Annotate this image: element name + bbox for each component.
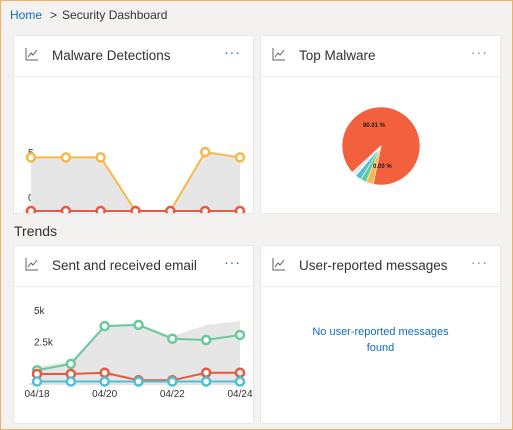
data-point <box>130 205 141 213</box>
breadcrumb-current: Security Dashboard <box>62 8 168 22</box>
card-header: Sent and received email ··· <box>14 246 253 287</box>
data-point <box>95 205 106 213</box>
malware-detections-card: Malware Detections ··· 5004/1804/2004/22… <box>14 36 253 213</box>
breadcrumb-home-link[interactable]: Home <box>10 8 43 22</box>
breadcrumb: Home > Security Dashboard <box>10 8 167 22</box>
data-point <box>99 320 110 332</box>
pie-data-label: 0.00 % <box>373 164 392 170</box>
card-header: User-reported messages ··· <box>261 246 500 287</box>
data-point <box>25 205 37 213</box>
sent-received-email-card: Sent and received email ··· 5k2.5k0k04/1… <box>14 246 253 423</box>
data-point <box>200 334 212 346</box>
x-tick-label: 04/18 <box>24 389 49 400</box>
breadcrumb-separator: > <box>50 8 58 22</box>
empty-state-message: No user-reported messages found <box>261 324 500 356</box>
data-point <box>200 367 212 378</box>
empty-state-line: No user-reported messages <box>312 326 449 338</box>
data-point <box>65 358 77 370</box>
data-point <box>65 376 77 387</box>
pie-slice <box>351 145 382 177</box>
card-title: Malware Detections <box>52 48 171 63</box>
user-reported-messages-card: User-reported messages ··· No user-repor… <box>261 246 500 423</box>
data-point <box>199 146 211 158</box>
y-tick-label: 5k <box>34 306 46 317</box>
line-chart-icon <box>272 48 285 61</box>
data-point <box>60 205 72 213</box>
x-tick-label: 04/22 <box>160 389 185 400</box>
series-area <box>31 152 240 211</box>
y-tick-label: 2.5k <box>34 338 54 349</box>
more-options-button[interactable]: ··· <box>224 44 241 60</box>
data-point <box>234 329 246 341</box>
data-point <box>99 367 110 378</box>
x-tick-label: 04/20 <box>92 389 117 400</box>
data-point <box>234 367 246 378</box>
line-chart-icon <box>25 258 38 271</box>
data-point <box>165 205 176 213</box>
empty-state-line: found <box>366 342 395 354</box>
data-point <box>167 333 178 344</box>
card-header: Malware Detections ··· <box>14 36 253 77</box>
data-point <box>133 376 144 387</box>
data-point <box>133 319 144 331</box>
x-tick-label: 04/24 <box>227 389 252 400</box>
card-header: Top Malware ··· <box>261 36 500 77</box>
data-point <box>25 152 37 163</box>
data-point <box>60 152 72 163</box>
data-point <box>200 376 212 387</box>
trends-heading: Trends <box>14 223 58 239</box>
data-point <box>234 152 246 163</box>
card-title: User-reported messages <box>299 258 448 273</box>
line-chart-icon <box>25 48 38 61</box>
top-malware-pie-chart: 90.01 % 0.00 % <box>341 106 421 186</box>
data-point <box>199 205 211 213</box>
data-point <box>99 376 110 387</box>
pie-data-label: 90.01 % <box>363 123 386 129</box>
line-chart-icon <box>272 258 285 271</box>
card-title: Top Malware <box>299 48 376 63</box>
data-point <box>234 205 246 213</box>
data-point <box>234 376 246 387</box>
more-options-button[interactable]: ··· <box>471 254 488 270</box>
top-malware-card: Top Malware ··· 90.01 % 0.00 % <box>261 36 500 213</box>
data-point <box>167 376 178 387</box>
data-point <box>95 152 106 163</box>
more-options-button[interactable]: ··· <box>471 44 488 60</box>
more-options-button[interactable]: ··· <box>224 254 241 270</box>
data-point <box>31 376 43 387</box>
series-area <box>37 321 240 384</box>
card-title: Sent and received email <box>52 258 197 273</box>
